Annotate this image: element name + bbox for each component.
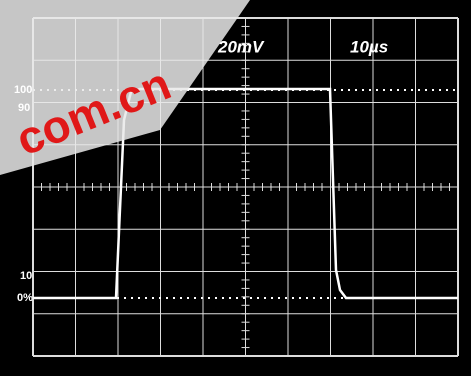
watermark-band	[0, 0, 250, 175]
volts-per-div: 20mV	[217, 37, 265, 56]
level-label: 0%	[17, 292, 33, 304]
waveform	[33, 87, 458, 300]
level-label: 100	[14, 84, 32, 96]
level-label: 90	[18, 102, 30, 114]
level-label: 10	[20, 270, 32, 282]
time-per-div: 10µs	[350, 37, 388, 56]
